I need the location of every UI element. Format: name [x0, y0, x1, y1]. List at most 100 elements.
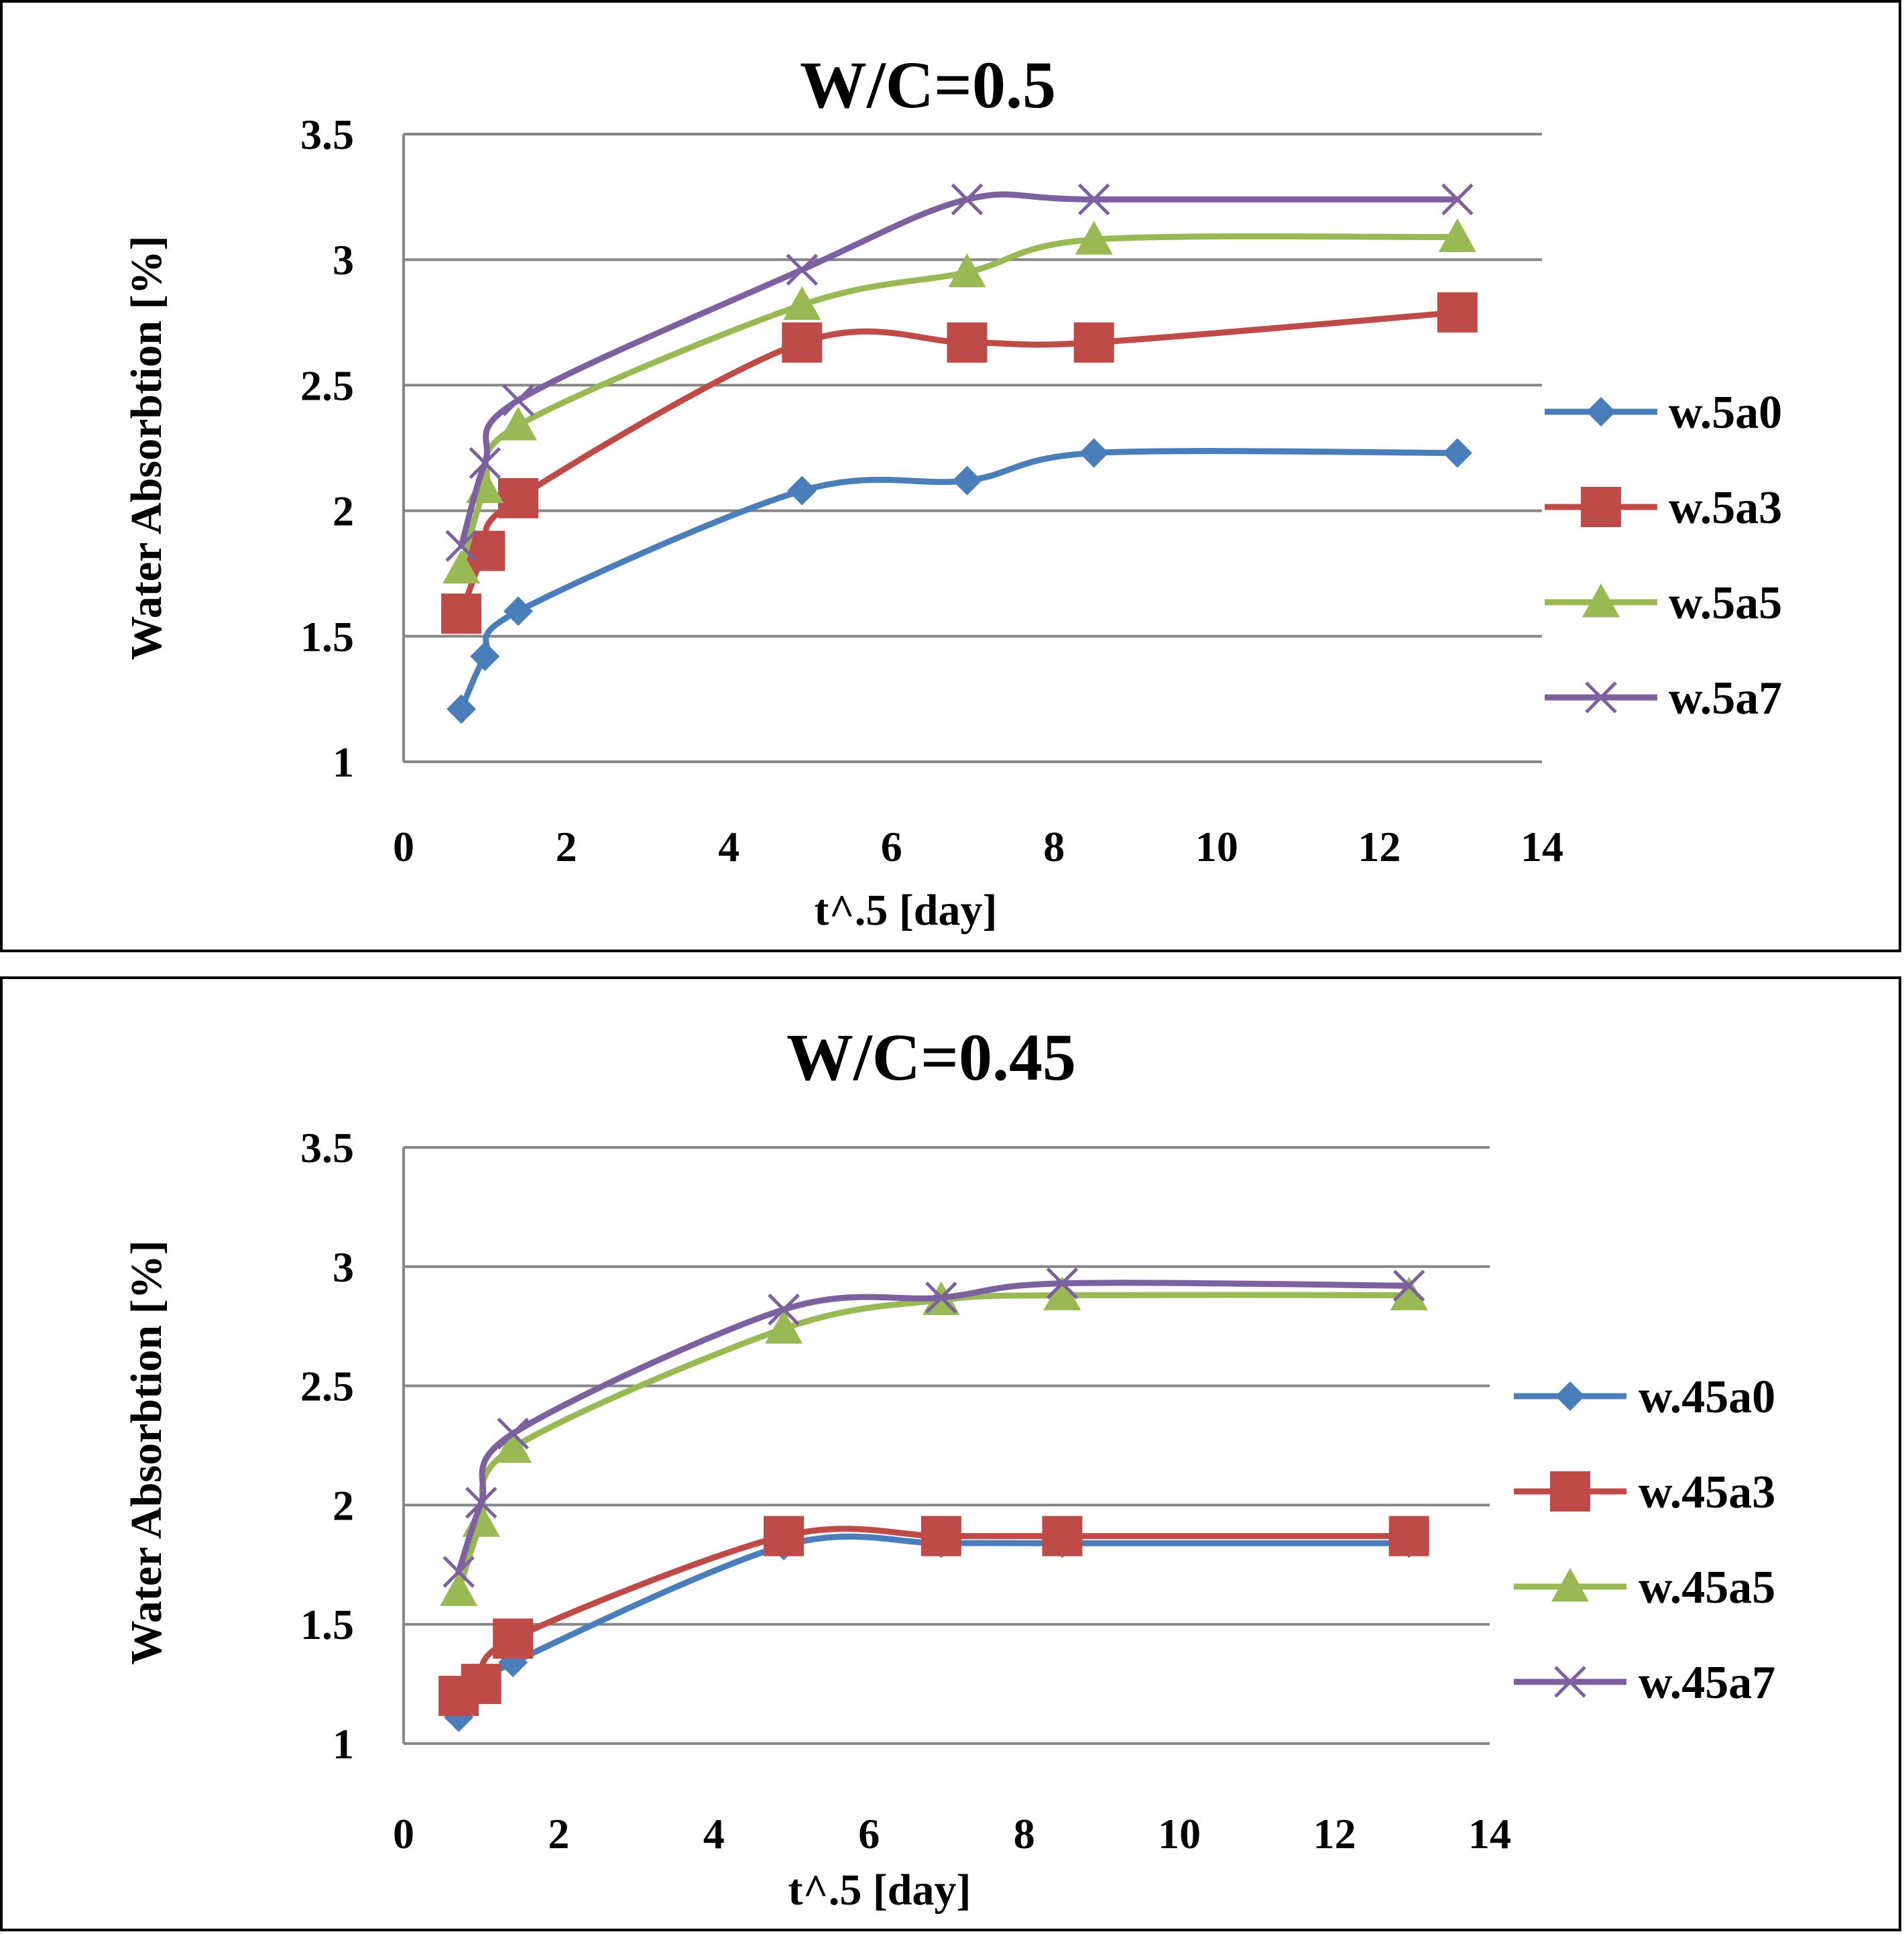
legend-entry: w.5a0: [1545, 387, 1782, 439]
legend-label: w.45a0: [1639, 1371, 1775, 1423]
chart-wc-0-5: W/C=0.5 1 1.5 2 2.5 3 3.5 0 2 4 6 8 10 12 14 t^.5 [day]…: [122, 48, 1782, 935]
chart-panel-wc-0-5: W/C=0.5 1 1.5 2 2.5 3 3.5 0 2 4 6 8 10 12 14 t^.5 [day]…: [0, 0, 1901, 952]
y-tick-label: 2: [333, 1481, 354, 1529]
legend-label: w.5a0: [1669, 387, 1782, 439]
x-tick-label: 12: [1358, 823, 1401, 870]
series-w.45a7: [442, 1267, 1425, 1588]
x-tick-label: 10: [1158, 1810, 1201, 1858]
y-tick-label: 1: [333, 738, 354, 786]
data-point: [502, 384, 534, 416]
y-tick-label: 2.5: [300, 1363, 354, 1410]
data-point: [925, 1282, 957, 1314]
data-point: [465, 1487, 497, 1519]
legend-marker: [1551, 1568, 1589, 1602]
chart-wc-0-45: W/C=0.45 1 1.5 2 2.5 3 3.5 0 2 4 6 8 10 12 14 t^.5 [day…: [122, 1020, 1775, 1915]
y-tick-label: 1: [333, 1720, 354, 1768]
y-tick-label: 3.5: [300, 1124, 354, 1172]
data-point: [947, 322, 988, 363]
data-point: [442, 1556, 475, 1588]
x-tick-label: 2: [556, 823, 577, 870]
data-point: [497, 1417, 529, 1450]
data-point: [920, 1516, 961, 1556]
series-w.5a3: [441, 292, 1478, 634]
series-line: [458, 191, 1461, 549]
data-point: [1079, 438, 1109, 468]
y-axis-label: Water Absorbtion [%]: [122, 235, 171, 660]
data-point: [1073, 322, 1114, 363]
data-point: [499, 406, 538, 441]
x-axis-label: t^.5 [day]: [788, 1866, 971, 1915]
chart-title: W/C=0.5: [800, 48, 1056, 122]
y-tick-label: 2: [333, 488, 354, 535]
data-point: [1046, 1267, 1079, 1300]
legend-marker: [1581, 487, 1621, 527]
y-tick-label: 1.5: [300, 1601, 354, 1648]
y-axis-label: Water Absorbtion [%]: [122, 1240, 171, 1664]
data-point: [470, 641, 500, 671]
data-point: [1075, 221, 1113, 255]
data-point: [445, 530, 477, 562]
data-point: [447, 694, 477, 724]
data-point: [440, 1572, 478, 1606]
legend-label: w.5a5: [1669, 577, 1782, 629]
series-w.45a5: [440, 1276, 1428, 1606]
data-point: [1441, 183, 1474, 216]
data-point: [951, 183, 984, 216]
data-point: [768, 1294, 800, 1326]
legend-marker: [1550, 1471, 1590, 1512]
data-point: [952, 465, 982, 496]
x-tick-label: 8: [1043, 823, 1065, 870]
data-point: [1042, 1516, 1083, 1556]
legend-entry: w.5a3: [1545, 482, 1782, 534]
legend-entry: w.5a7: [1545, 673, 1782, 724]
data-point: [498, 477, 539, 518]
y-tick-label: 3.5: [300, 111, 354, 158]
data-point: [783, 286, 821, 320]
legend-label: w.5a7: [1669, 673, 1782, 724]
series-w.5a7: [445, 183, 1474, 562]
legend-label: w.45a5: [1639, 1562, 1775, 1613]
legend-marker: [1586, 397, 1616, 426]
x-tick-label: 2: [548, 1810, 569, 1858]
x-tick-label: 10: [1195, 823, 1238, 870]
series-w.5a5: [442, 218, 1476, 584]
legend-marker: [1585, 681, 1617, 714]
x-tick-label: 0: [393, 823, 414, 870]
data-point: [765, 1310, 802, 1344]
series-line: [458, 448, 1461, 712]
data-point: [764, 1516, 804, 1556]
legend-marker: [1555, 1381, 1585, 1411]
series-line: [455, 1533, 1413, 1721]
y-tick-label: 2.5: [300, 361, 354, 409]
legend-label: w.5a3: [1669, 482, 1782, 534]
data-point: [441, 593, 482, 634]
legend-entry: w.45a3: [1514, 1467, 1775, 1518]
data-point: [1437, 292, 1478, 333]
data-point: [1043, 1276, 1081, 1310]
legend-entry: w.5a5: [1545, 577, 1782, 629]
data-point: [494, 1429, 532, 1463]
y-tick-label: 3: [333, 236, 354, 284]
x-axis-label: t^.5 [day]: [815, 886, 998, 935]
data-point: [493, 1618, 534, 1659]
series-w.45a3: [438, 1516, 1429, 1716]
data-point: [786, 253, 819, 286]
series-w.45a0: [444, 1528, 1424, 1732]
x-tick-label: 6: [858, 1810, 880, 1858]
data-point: [1392, 1269, 1425, 1302]
x-tick-label: 6: [881, 823, 902, 870]
y-tick-label: 1.5: [300, 613, 354, 661]
x-tick-label: 14: [1468, 1810, 1511, 1858]
legend-entry: w.45a7: [1514, 1657, 1775, 1709]
data-point: [469, 447, 501, 479]
legend-entry: w.45a5: [1514, 1562, 1775, 1613]
legend-label: w.45a7: [1639, 1657, 1775, 1709]
legend-marker: [1582, 583, 1620, 618]
series-w.5a0: [447, 438, 1472, 724]
x-tick-label: 8: [1014, 1810, 1035, 1858]
data-point: [1388, 1516, 1429, 1556]
data-point: [1390, 1276, 1428, 1310]
series-line: [458, 233, 1461, 572]
x-tick-label: 12: [1313, 1810, 1356, 1858]
x-tick-label: 14: [1521, 823, 1563, 870]
